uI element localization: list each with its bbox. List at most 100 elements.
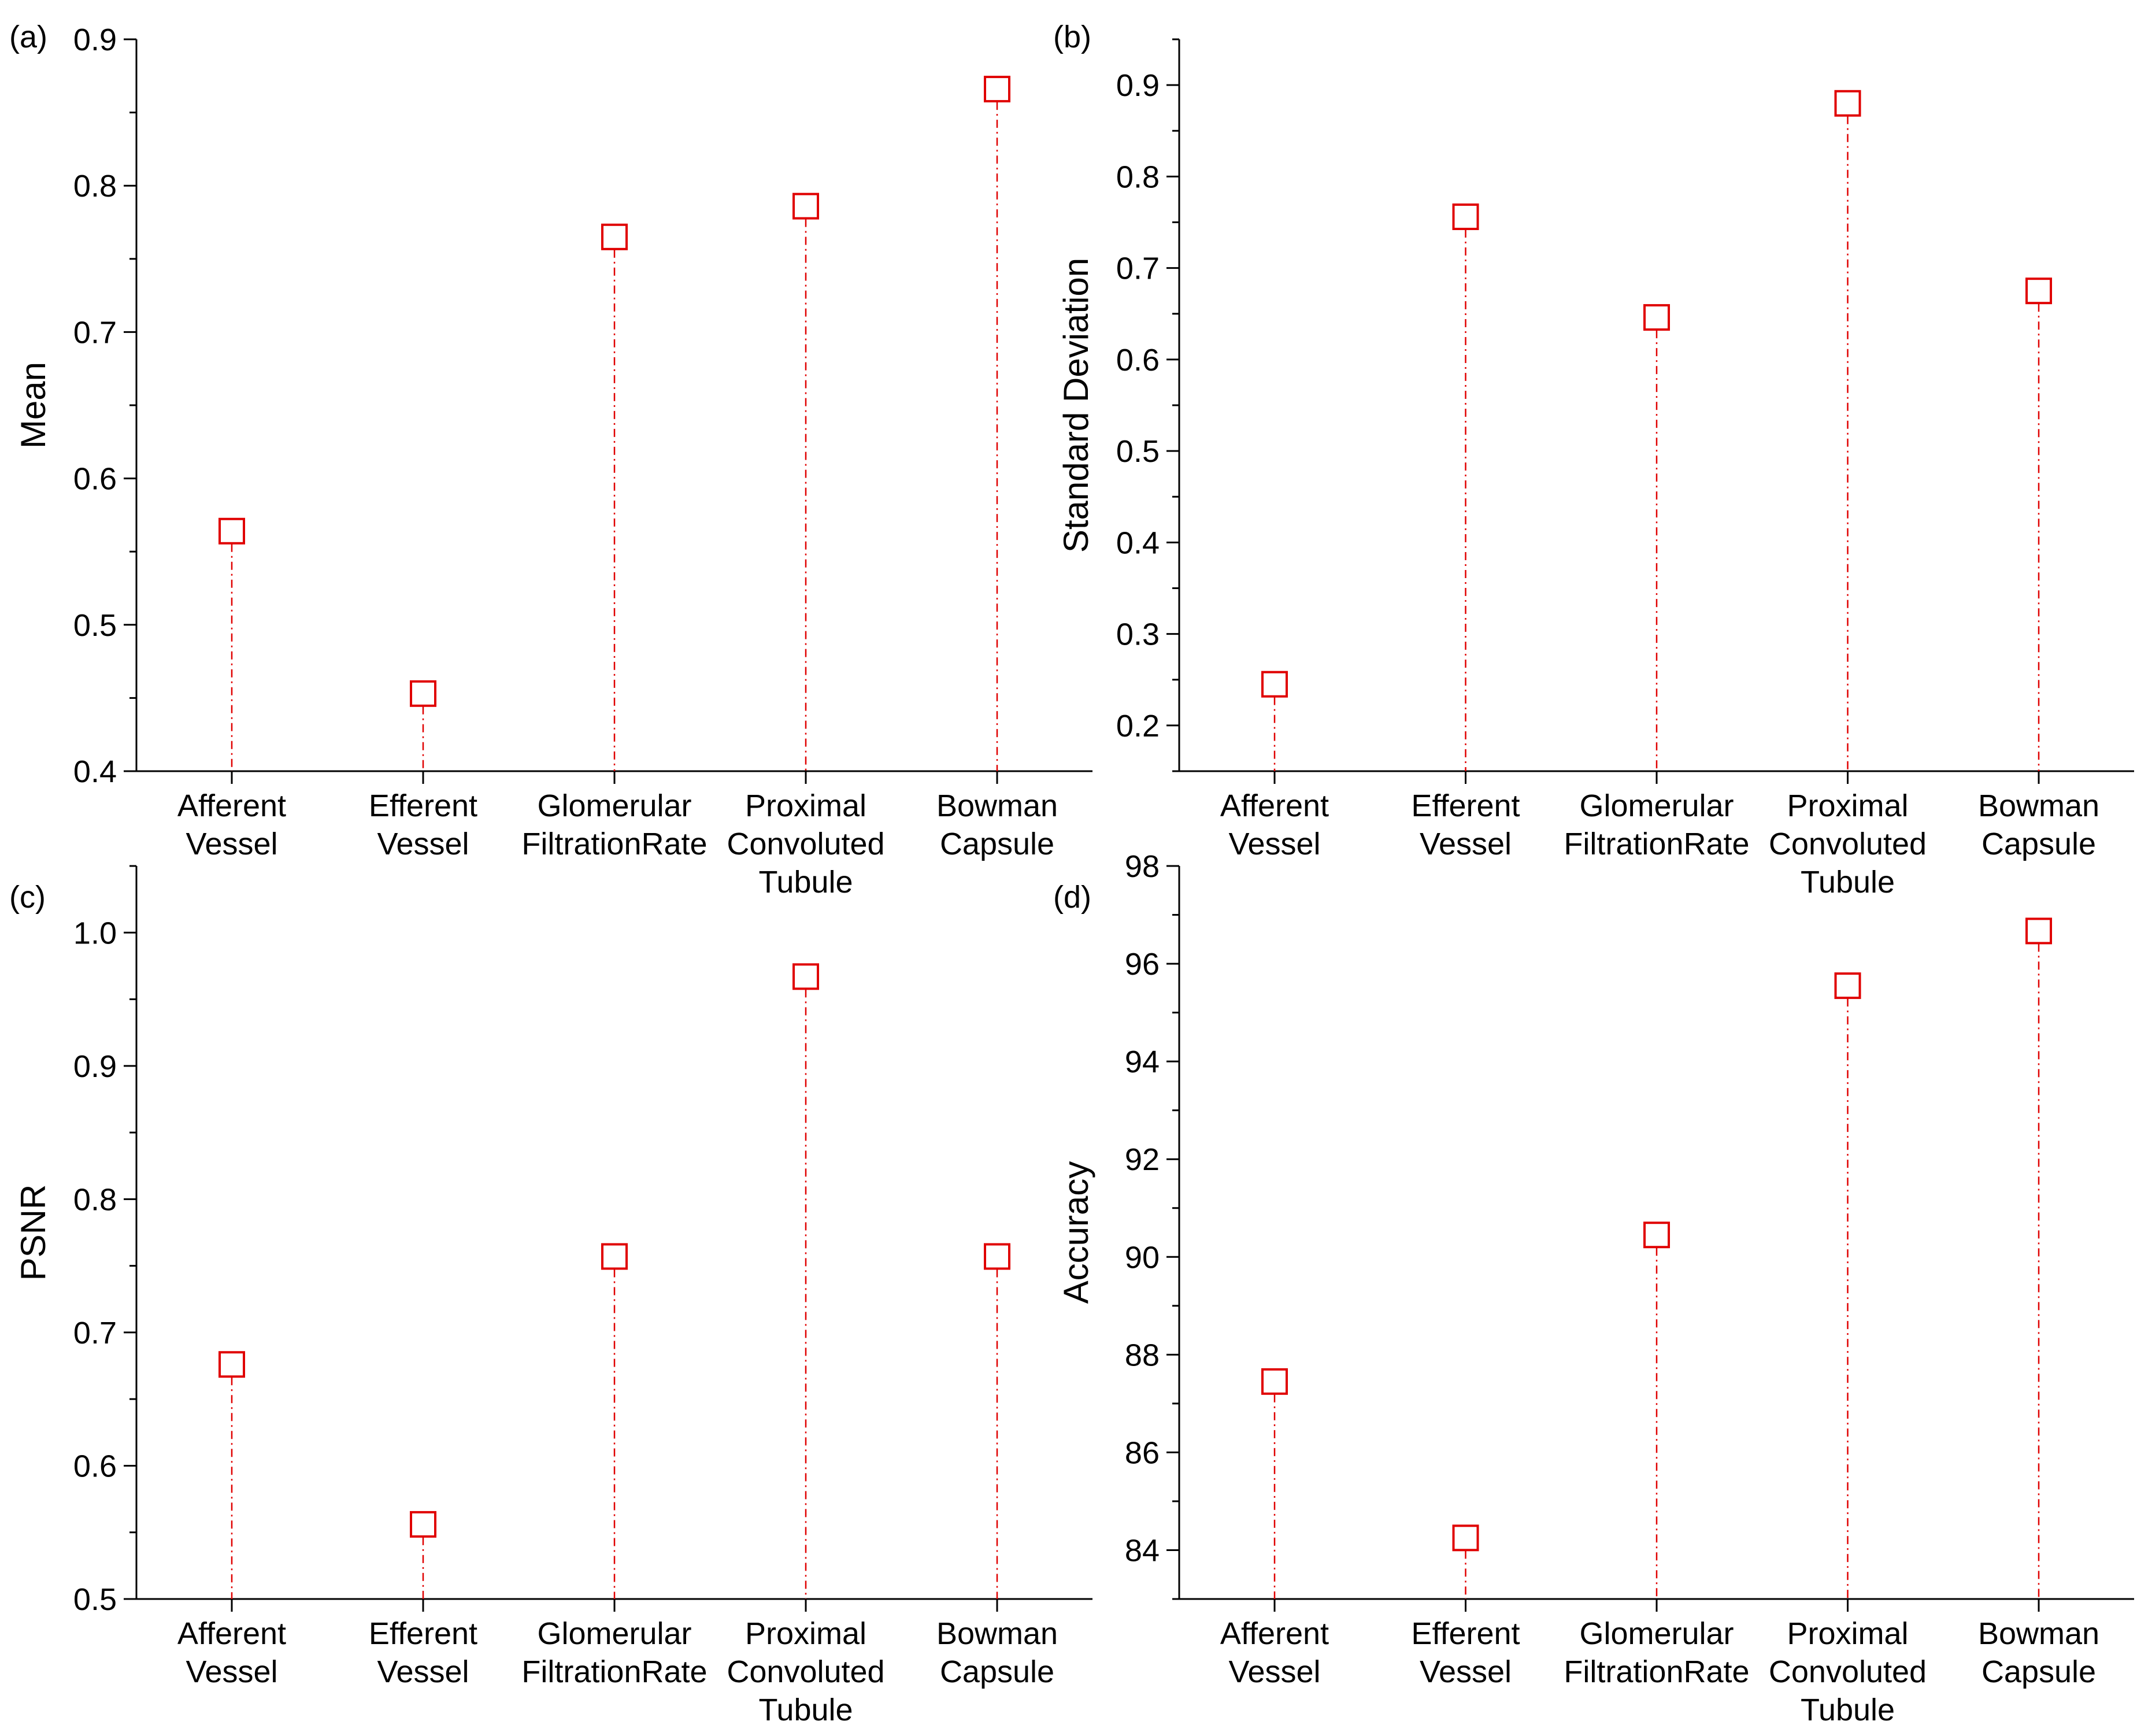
y-tick-label: 0.9 [73,23,117,57]
data-point-marker [410,680,436,707]
x-tick-label-line: Vessel [1228,1654,1320,1689]
y-tick-label: 96 [1125,947,1160,982]
x-tick-label-line: FiltrationRate [1564,827,1749,861]
x-tick-label-line: Efferent [1411,789,1520,823]
x-tick-label-line: Vessel [186,1654,277,1689]
x-tick-label-line: Tubule [758,1693,853,1727]
x-tick-label-line: Capsule [940,827,1054,861]
x-tick-label-line: Capsule [940,1654,1054,1689]
y-axis-title: Mean [14,362,53,449]
y-tick-label: 0.7 [73,315,117,350]
y-tick-label: 0.7 [1116,251,1160,286]
x-tick-label: Bowman Capsule [936,1616,1058,1689]
x-tick-label: Afferent Vessel [177,1616,286,1689]
x-tick-label-line: Convoluted [727,827,884,861]
data-point-marker [218,517,245,545]
panel-label: (a) [9,20,47,54]
panel-label: (d) [1053,880,1091,915]
y-tick-label: 98 [1125,849,1160,884]
x-tick-label-line: Proximal [1787,789,1908,823]
x-tick-label-line: Afferent [1220,1616,1329,1651]
x-tick-label: Glomerular FiltrationRate [521,789,707,861]
x-tick-label-line: Bowman [936,789,1058,823]
x-tick-label-line: Glomerular [537,1616,691,1651]
x-tick-label-line: Bowman [1978,789,2099,823]
data-point-marker [1261,671,1288,698]
x-tick-label-line: Bowman [936,1616,1058,1651]
y-tick-label: 0.6 [73,462,117,497]
x-tick-label-line: Afferent [177,1616,286,1651]
x-tick-label-line: Glomerular [1579,1616,1734,1651]
x-tick-label-line: Tubule [1801,1693,1895,1727]
x-tick-label-line: Proximal [1787,1616,1908,1651]
data-point-marker [792,963,819,990]
y-tick-label: 0.3 [1116,617,1160,652]
y-tick-label: 0.6 [73,1449,117,1483]
y-tick-label: 0.9 [1116,68,1160,103]
y-tick-label: 92 [1125,1142,1160,1177]
x-tick-label-line: Vessel [377,827,469,861]
x-tick-label-line: Convoluted [727,1654,884,1689]
x-tick-label-line: Afferent [177,789,286,823]
data-point-marker [410,1511,436,1538]
y-tick-label: 86 [1125,1435,1160,1470]
x-tick-label: Proximal Convoluted Tubule [1769,1616,1927,1727]
data-point-marker [984,1243,1010,1270]
y-tick-label: 1.0 [73,916,117,950]
y-tick-label: 0.4 [73,754,117,789]
y-tick-label: 0.4 [1116,525,1160,560]
y-tick-label: 88 [1125,1338,1160,1372]
y-tick-label: 0.7 [73,1316,117,1350]
x-tick-label-line: Tubule [758,865,853,900]
chart-panel-b: (b) 0.2 0.3 0.4 0.5 0.6 0.7 0.8 0.9 Standard Devi… [1053,20,2134,900]
y-tick-label: 94 [1125,1045,1160,1079]
x-tick-label-line: Glomerular [537,789,691,823]
x-tick-label: Glomerular FiltrationRate [1564,1616,1749,1689]
data-point-marker [1643,304,1670,331]
y-axis-title: Standard Deviation [1057,258,1095,553]
y-tick-label: 0.9 [73,1049,117,1084]
x-tick-label-line: FiltrationRate [521,1654,707,1689]
data-point-marker [218,1351,245,1378]
data-point-marker [1452,203,1479,231]
x-tick-label: Bowman Capsule [936,789,1058,861]
y-tick-label: 90 [1125,1240,1160,1275]
x-tick-label-line: Afferent [1220,789,1329,823]
y-tick-label: 0.8 [73,169,117,203]
y-tick-label: 0.2 [1116,709,1160,743]
x-tick-label: Bowman Capsule [1978,1616,2099,1689]
x-tick-label-line: Efferent [369,1616,477,1651]
data-point-marker [601,1243,628,1270]
y-tick-label: 0.5 [73,608,117,643]
x-tick-label-line: Vessel [1420,827,1512,861]
y-tick-label: 0.6 [1116,343,1160,377]
y-axis-title: PSNR [14,1185,53,1281]
x-tick-label: Efferent Vessel [1411,1616,1520,1689]
x-tick-label-line: FiltrationRate [1564,1654,1749,1689]
x-tick-label: Afferent Vessel [1220,789,1329,861]
x-tick-label: Afferent Vessel [177,789,286,861]
x-tick-label: Glomerular FiltrationRate [521,1616,707,1689]
y-tick-label: 0.5 [1116,434,1160,469]
x-tick-label: Proximal Convoluted Tubule [1769,789,1927,900]
y-tick-label: 84 [1125,1533,1160,1568]
data-point-marker [1452,1524,1479,1552]
x-tick-label-line: Vessel [1228,827,1320,861]
x-tick-label-line: Vessel [377,1654,469,1689]
x-tick-label: Proximal Convoluted Tubule [727,1616,884,1727]
x-tick-label-line: Convoluted [1769,1654,1927,1689]
data-point-marker [2025,277,2052,305]
x-tick-label-line: Efferent [1411,1616,1520,1651]
x-tick-label-line: Tubule [1801,865,1895,900]
x-tick-label: Glomerular FiltrationRate [1564,789,1749,861]
x-tick-label-line: Bowman [1978,1616,2099,1651]
x-tick-label: Bowman Capsule [1978,789,2099,861]
y-tick-label: 0.5 [73,1582,117,1617]
data-point-marker [1834,972,1861,1000]
y-tick-label: 0.8 [73,1182,117,1217]
data-point-marker [601,223,628,250]
